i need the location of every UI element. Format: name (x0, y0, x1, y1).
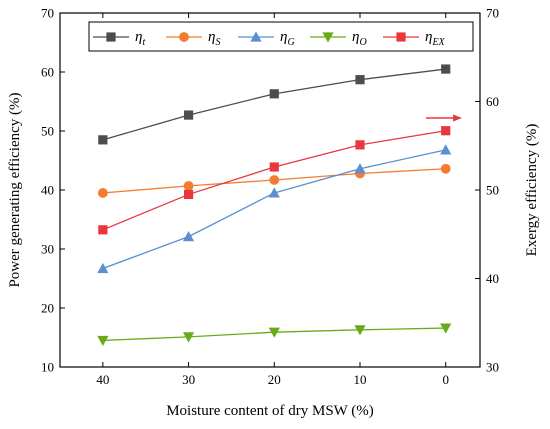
y-tick-label-left: 20 (41, 301, 54, 316)
data-point (97, 188, 108, 198)
data-point (354, 325, 366, 336)
series-η-t (98, 64, 451, 145)
axes-frame (59, 12, 481, 368)
x-axis-title: Moisture content of dry MSW (%) (166, 403, 374, 419)
data-point (440, 163, 451, 174)
y-tick-label-left: 60 (41, 65, 54, 80)
legend-marker (250, 31, 262, 42)
legend-label: ηt (135, 29, 145, 48)
legend-marker (179, 32, 189, 42)
data-point (269, 162, 279, 172)
data-point (98, 135, 108, 145)
legend-marker (322, 32, 334, 43)
data-point (97, 335, 109, 347)
y-tick-label-left: 70 (41, 6, 54, 21)
data-point (354, 163, 366, 174)
x-tick-label: 40 (96, 372, 109, 387)
x-tick-label: 20 (268, 372, 281, 387)
legend-item: ηt (93, 29, 145, 48)
data-point (182, 332, 195, 343)
data-point (98, 225, 108, 235)
y-tick-label-left: 30 (41, 242, 54, 257)
y-tick-label-right: 60 (486, 94, 499, 109)
y-axis-title-right: Exergy efficiency (%) (524, 124, 540, 257)
data-point (183, 180, 194, 191)
series-η-ex (98, 126, 451, 235)
axis-ticks: 40 30 20 10 0 10 20 30 40 50 60 70 30 40 50 60 70 (41, 6, 499, 388)
annotations (426, 114, 462, 122)
series-line (102, 68, 446, 141)
data-point (268, 327, 280, 338)
y-tick-label-right: 30 (486, 360, 499, 375)
legend: ηt ηS ηG ηO ηEX (88, 21, 474, 52)
y-tick-label-left: 10 (41, 360, 54, 375)
data-point (441, 64, 451, 74)
series-η-o (97, 323, 452, 347)
data-point (97, 262, 109, 274)
series-layer (97, 64, 452, 347)
y-tick-label-left: 40 (41, 183, 54, 198)
x-tick-label: 10 (354, 372, 367, 387)
data-point (269, 175, 280, 185)
data-point (355, 140, 365, 150)
y-tick-label-right: 70 (486, 6, 499, 21)
series-η-g (97, 144, 452, 274)
x-tick-label: 0 (442, 372, 449, 387)
legend-marker (106, 32, 116, 42)
y-tick-label-right: 40 (486, 271, 499, 286)
data-point (183, 110, 194, 120)
legend-marker (396, 32, 406, 42)
y-axis-title-left: Power generating efficiency (%) (7, 92, 23, 287)
data-point (441, 126, 451, 136)
data-point (269, 89, 279, 99)
data-point (440, 144, 452, 155)
y-tick-label-left: 50 (41, 124, 54, 139)
data-point (440, 323, 452, 334)
data-point (355, 75, 365, 85)
data-point (183, 189, 194, 200)
y-tick-label-right: 50 (486, 183, 499, 198)
data-point (182, 231, 195, 242)
data-point (268, 187, 280, 198)
x-tick-label: 30 (182, 372, 195, 387)
arrow-head (453, 114, 462, 122)
plot-frame (59, 12, 481, 368)
